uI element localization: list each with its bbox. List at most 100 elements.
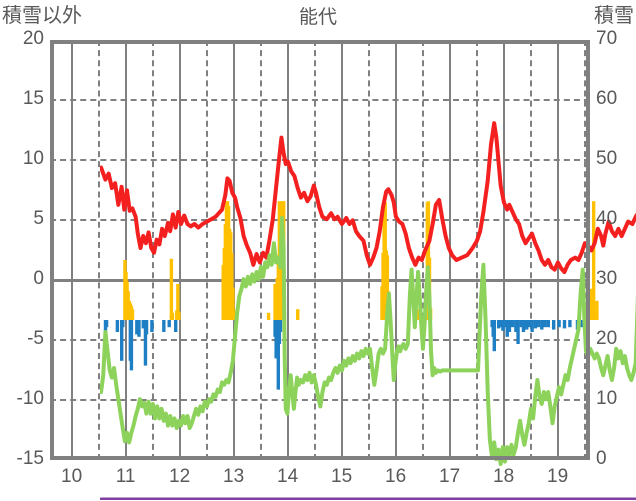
right-tick-20: 20 — [596, 328, 618, 349]
right-axis-title: 積雪 — [594, 5, 634, 27]
blue-bars-negative-item — [507, 320, 512, 332]
x-tick-10: 10 — [61, 466, 83, 487]
blue-bars-negative-item — [519, 320, 523, 328]
blue-bars-negative-item — [115, 320, 120, 332]
blue-bars-negative-item — [103, 320, 108, 335]
x-tick-18: 18 — [493, 466, 515, 487]
vgrid-year-14 — [286, 40, 289, 460]
blue-bars-negative-item — [510, 320, 515, 328]
vgrid-year-13 — [232, 40, 235, 460]
blue-bars-negative-item — [543, 320, 547, 328]
x-tick-16: 16 — [385, 466, 407, 487]
red-upper-line — [100, 121, 636, 274]
orange-bars-positive-item — [266, 312, 271, 320]
blue-bars-negative-item — [135, 320, 139, 335]
vgrid-year-10 — [70, 40, 73, 460]
vgrid-year-12 — [178, 40, 181, 460]
blue-bars-negative-item — [120, 320, 124, 361]
blue-bars-negative-item — [533, 320, 538, 329]
x-tick-11: 11 — [115, 466, 136, 487]
x-tick-17: 17 — [439, 466, 461, 487]
blue-bars-negative-item — [540, 320, 544, 330]
vgrid-half-13 — [259, 40, 262, 460]
blue-bars-negative-item — [536, 320, 541, 328]
blue-bars-negative-item — [501, 320, 505, 331]
left-tick--15: -15 — [16, 448, 44, 469]
vgrid-year-11 — [124, 40, 127, 460]
left-tick-15: 15 — [22, 88, 44, 109]
vgrid-year-18 — [502, 40, 505, 460]
blue-bars-negative-item — [521, 320, 526, 332]
orange-bars-positive-item — [232, 310, 236, 320]
right-tick-30: 30 — [596, 268, 618, 289]
blue-bars-negative-item — [516, 320, 520, 344]
hgrid--5 — [50, 339, 590, 341]
blue-bars-negative-item — [530, 320, 534, 332]
hgrid-5 — [50, 219, 590, 221]
left-tick-20: 20 — [22, 28, 44, 49]
blue-bars-negative-item — [104, 320, 109, 328]
blue-bars-negative-item — [499, 320, 503, 328]
vgrid-half-12 — [205, 40, 208, 460]
x-tick-13: 13 — [223, 466, 245, 487]
blue-bars-negative-item — [276, 320, 280, 390]
vgrid-half-16 — [421, 40, 424, 460]
x-tick-19: 19 — [547, 466, 569, 487]
vgrid-half-14 — [313, 40, 316, 460]
plot-area — [50, 40, 636, 500]
blue-bars-negative-item — [174, 320, 178, 332]
left-tick-10: 10 — [22, 148, 44, 169]
blue-bars-negative-item — [162, 320, 166, 332]
right-tick-40: 40 — [596, 208, 618, 229]
orange-bars-positive-item — [417, 309, 421, 320]
orange-bars-positive-item — [231, 287, 235, 320]
right-tick-0: 0 — [596, 448, 607, 469]
blue-bars-negative-item — [568, 320, 572, 328]
right-tick-70: 70 — [596, 28, 618, 49]
orange-bars-positive-item — [170, 312, 175, 320]
blue-bars-negative-item — [150, 320, 154, 332]
blue-bars-negative-item — [496, 320, 501, 329]
vgrid-half-10 — [97, 40, 100, 460]
blue-bars-negative-item — [525, 320, 529, 330]
vgrid-year-15 — [340, 40, 343, 460]
blue-bars-negative-item — [492, 320, 496, 352]
blue-bars-negative-item — [141, 320, 145, 329]
blue-bars-negative-item — [505, 320, 509, 337]
blue-bars-negative-item — [514, 320, 518, 332]
green-lower-line — [100, 216, 636, 466]
chart-title: 能代 — [298, 7, 337, 28]
orange-bars-positive-item — [176, 284, 180, 320]
blue-bars-negative-item — [527, 320, 531, 328]
left-tick-5: 5 — [33, 208, 44, 229]
blue-bars-negative-item — [557, 320, 561, 328]
x-tick-12: 12 — [169, 466, 191, 487]
vgrid-year-19 — [556, 40, 559, 460]
left-tick-0: 0 — [33, 268, 44, 289]
right-tick-50: 50 — [596, 148, 618, 169]
hgrid-0 — [50, 279, 590, 282]
blue-bars-negative-item — [562, 320, 567, 329]
orange-bars-positive-item — [595, 300, 599, 320]
lines-layer — [100, 121, 636, 500]
x-tick-14: 14 — [277, 466, 299, 487]
blue-bars-negative-item — [121, 320, 125, 328]
right-tick-60: 60 — [596, 88, 618, 109]
orange-bars-positive-item — [385, 255, 390, 320]
vgrid-half-17 — [475, 40, 478, 460]
hgrid-15 — [50, 99, 590, 101]
blue-bars-negative-item — [580, 320, 584, 328]
left-axis-title: 積雪以外 — [2, 5, 82, 27]
blue-bars-negative-item — [546, 320, 550, 328]
left-tick--10: -10 — [16, 388, 44, 409]
blue-bars-negative-item — [278, 320, 283, 332]
vgrid-year-16 — [394, 40, 397, 460]
vgrid-half-18 — [529, 40, 532, 460]
vgrid-half-15 — [367, 40, 370, 460]
orange-bars-positive-item — [589, 288, 594, 320]
hgrid-10 — [50, 159, 590, 161]
blue-bars-negative-item — [137, 320, 141, 337]
blue-bars-negative-item — [129, 320, 134, 371]
orange-bars-positive-item — [591, 201, 596, 320]
